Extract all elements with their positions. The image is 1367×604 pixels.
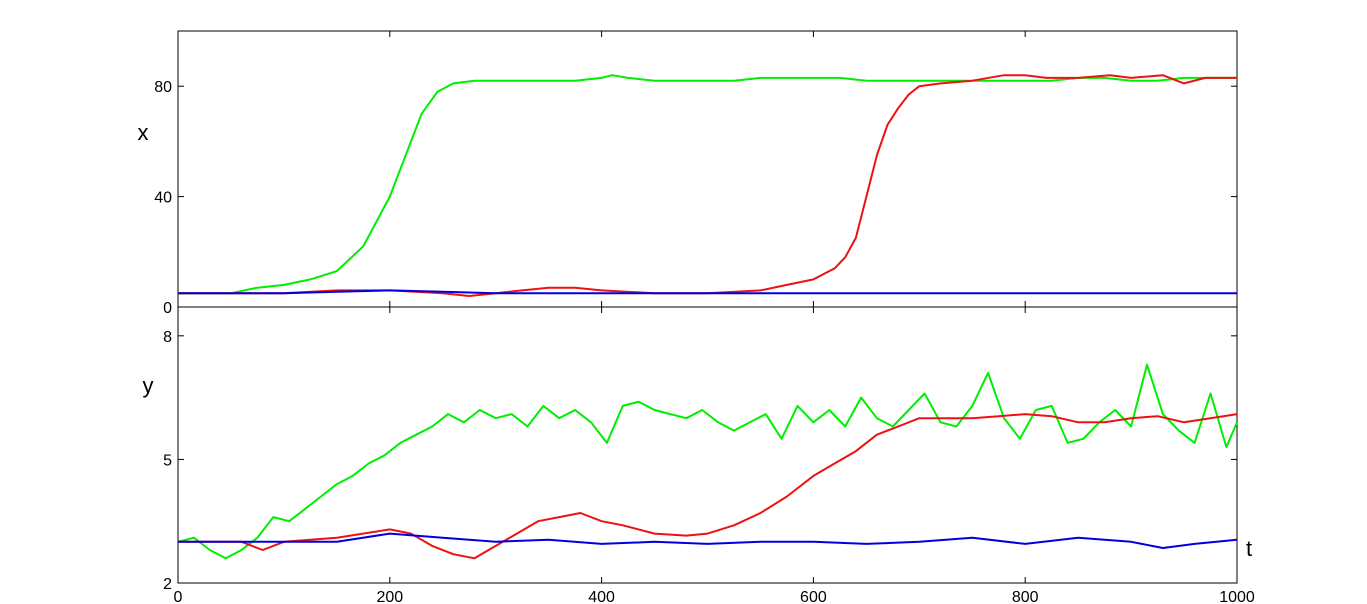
y-panel: 2 5 8 0 200 400 600 800 1000 y t (143, 306, 1255, 604)
y-series-line-0 (177, 363, 1238, 560)
x-panel: 0 40 80 x (138, 30, 1238, 317)
x-panel-frame (177, 30, 1238, 308)
t-axis-label: t (1246, 536, 1252, 561)
x-axis-label: x (138, 120, 149, 145)
x-series-line-2 (178, 289, 1237, 295)
y-ytick-label-0: 2 (163, 576, 172, 593)
y-axis-label: y (143, 373, 154, 398)
x-ytick-label-2: 80 (154, 79, 172, 96)
y-xtick-label-3: 600 (800, 589, 827, 604)
y-xtick-label-1: 200 (376, 589, 403, 604)
x-series-group (178, 74, 1237, 297)
y-series-group (177, 363, 1238, 560)
y-ytick-label-2: 8 (163, 329, 172, 346)
x-ytick-label-1: 40 (154, 190, 172, 207)
x-series-line-1 (178, 74, 1237, 297)
y-series-line-1 (178, 413, 1238, 560)
y-xtick-label-5: 1000 (1219, 589, 1255, 604)
x-panel-ticks: 0 40 80 (154, 31, 1237, 317)
y-xtick-label-2: 400 (588, 589, 615, 604)
y-xtick-label-0: 0 (174, 589, 183, 604)
y-panel-frame (177, 306, 1238, 584)
x-series-line-0 (178, 74, 1237, 295)
y-panel-ticks: 2 5 8 0 200 400 600 800 1000 (163, 307, 1255, 604)
y-xtick-label-4: 800 (1012, 589, 1039, 604)
y-series-line-2 (178, 532, 1238, 549)
y-ytick-label-1: 5 (163, 452, 172, 469)
x-ytick-label-0: 0 (163, 300, 172, 317)
